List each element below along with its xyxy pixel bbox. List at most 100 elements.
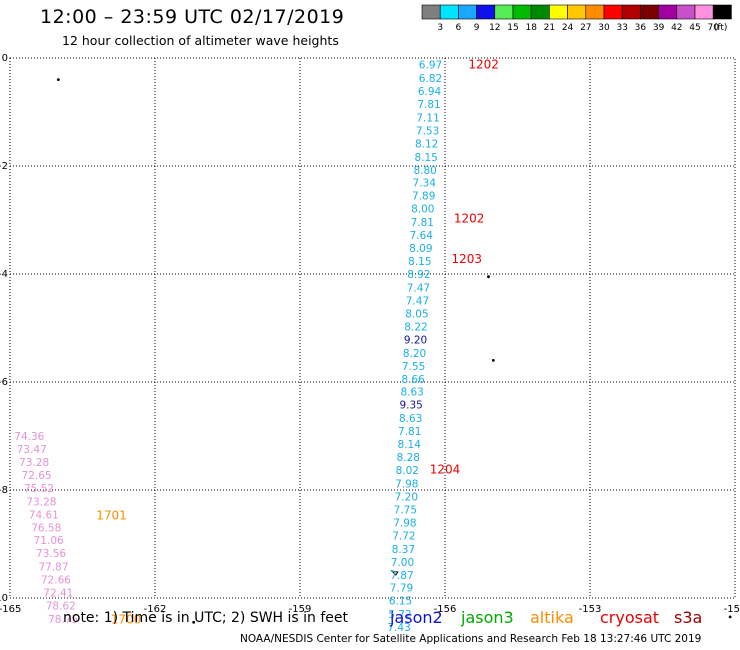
wave-height-value-label: 7.72 xyxy=(392,530,415,542)
legend-tick-label: 36 xyxy=(635,23,647,33)
wave-height-value-label: 7.11 xyxy=(416,112,439,124)
wave-height-value-label: 8.80 xyxy=(413,165,436,177)
wave-height-value-label: 8.28 xyxy=(397,452,420,464)
island-marker xyxy=(728,615,732,619)
wave-height-value-label: 7.47 xyxy=(406,295,429,307)
lon-tick-label: -162 xyxy=(144,604,167,615)
wave-height-left-value-label: 75.52 xyxy=(24,483,54,495)
wave-height-left-value-label: 78.62 xyxy=(46,601,76,613)
pass-time-label: 1700 xyxy=(111,613,142,627)
legend-swatch xyxy=(694,4,714,20)
wave-height-value-label: 7.98 xyxy=(395,479,418,491)
lat-tick-label: -4 xyxy=(0,269,8,280)
wave-height-value-label: 8.63 xyxy=(400,387,423,399)
satellite-altika-label: altika xyxy=(530,608,574,627)
wave-height-left-value-label: 71.06 xyxy=(34,535,64,547)
satellite-jason2-label: jason2 xyxy=(390,608,443,627)
legend-swatch xyxy=(603,4,623,20)
wave-height-value-label: 7.87 xyxy=(390,570,413,582)
wave-height-value-label: 8.14 xyxy=(398,439,422,451)
lon-tick-label: -153 xyxy=(579,604,602,615)
legend-swatch xyxy=(567,4,587,20)
legend-swatch xyxy=(549,4,568,20)
wave-height-value-label: 7.47 xyxy=(407,283,430,295)
wave-height-value-label: 7.20 xyxy=(395,491,418,503)
lon-tick-label: -156 xyxy=(434,604,457,615)
lat-tick-label: -6 xyxy=(0,377,8,388)
wave-height-value-label: 8.02 xyxy=(396,465,419,477)
lat-tick-label: 0 xyxy=(2,53,8,64)
legend-swatch xyxy=(439,4,459,20)
wave-height-value-label: 6.94 xyxy=(418,86,442,98)
legend-tick-label: 6 xyxy=(456,23,462,33)
wave-height-value-label: 8.05 xyxy=(405,308,428,320)
legend-swatch xyxy=(421,4,441,20)
wave-height-left-value-label: 76.58 xyxy=(31,522,61,534)
pass-time-label: 1203 xyxy=(451,252,482,266)
satellite-jason3-label: jason3 xyxy=(461,608,514,627)
wave-height-left-value-label: 72.66 xyxy=(41,575,71,587)
pass-time-label: 1204 xyxy=(430,462,461,476)
wave-height-value-label: 8.12 xyxy=(415,138,438,150)
wave-height-value-label: 8.15 xyxy=(408,256,431,268)
wave-height-value-label: 8.92 xyxy=(407,269,430,281)
legend-tick-label: 45 xyxy=(689,23,700,33)
legend-tick-label: 18 xyxy=(525,23,537,33)
wave-height-left-value-label: 72.65 xyxy=(22,470,52,482)
wave-height-value-label: 8.22 xyxy=(404,321,427,333)
satellite-s3a-label: s3a xyxy=(674,608,703,627)
legend-tick-label: 9 xyxy=(474,23,480,33)
wave-height-left-value-label: 73.56 xyxy=(36,548,66,560)
map-title: 12:00 – 23:59 UTC 02/17/2019 xyxy=(40,6,345,28)
wave-height-value-label: 6.97 xyxy=(419,59,442,71)
wave-height-left-value-label: 77.87 xyxy=(38,562,68,574)
island-marker xyxy=(56,78,60,81)
legend-tick-label: 3 xyxy=(437,23,443,33)
wave-height-value-label: 7.89 xyxy=(412,191,435,203)
legend-swatch xyxy=(512,4,532,20)
legend-tick-label: 33 xyxy=(616,23,627,33)
legend-swatch xyxy=(621,4,641,20)
wave-height-value-label: 7.55 xyxy=(402,361,425,373)
legend-tick-label: 39 xyxy=(653,23,665,33)
wave-height-value-label: 6.15 xyxy=(389,596,412,608)
legend-tick-label: 15 xyxy=(507,23,518,33)
lat-tick-label: -10 xyxy=(0,593,8,604)
wave-height-value-label: 8.09 xyxy=(409,243,432,255)
legend-tick-label: 30 xyxy=(598,23,610,33)
wave-height-left-value-label: 74.61 xyxy=(29,509,59,521)
wave-height-value-label: 7.81 xyxy=(417,99,440,111)
note-text: note: 1) Time is in UTC; 2) SWH is in fe… xyxy=(63,610,349,626)
wave-height-value-label: 7.81 xyxy=(398,426,421,438)
legend-swatch xyxy=(640,4,659,20)
lon-tick-label: -165 xyxy=(0,604,21,615)
wave-height-left-value-label: 73.28 xyxy=(19,457,49,469)
wave-height-value-label: 6.82 xyxy=(419,73,442,85)
legend-swatch xyxy=(585,4,605,20)
island-marker xyxy=(487,275,490,279)
legend-swatch xyxy=(530,4,550,20)
wave-height-value-label: 7.64 xyxy=(410,230,434,242)
wave-height-value-label: 8.15 xyxy=(414,152,437,164)
wave-height-left-value-label: 73.47 xyxy=(17,444,47,456)
wave-height-value-label: 7.75 xyxy=(394,504,417,516)
wave-height-value-label: 8.20 xyxy=(403,348,426,360)
lon-tick-label: -159 xyxy=(289,604,312,615)
legend-swatch xyxy=(458,4,477,20)
satellite-cryosat-label: cryosat xyxy=(600,608,660,627)
legend-swatch xyxy=(494,4,514,20)
wave-height-value-label: 7.00 xyxy=(391,557,414,569)
wave-height-left-value-label: 78.75 xyxy=(48,614,78,626)
pass-time-label: 1701 xyxy=(96,508,127,522)
island-marker xyxy=(491,359,495,362)
wave-height-value-label: 8.00 xyxy=(411,204,434,216)
pass-time-label: 1202 xyxy=(454,211,485,225)
wave-height-value-label: 7.98 xyxy=(393,517,416,529)
wave-height-value-label: 7.34 xyxy=(413,178,437,190)
wave-height-value-label: 8.63 xyxy=(399,413,422,425)
legend-unit-label: (ft) xyxy=(714,23,728,33)
wave-height-value-label: 9.35 xyxy=(399,400,422,412)
legend-tick-label: 42 xyxy=(671,23,682,33)
